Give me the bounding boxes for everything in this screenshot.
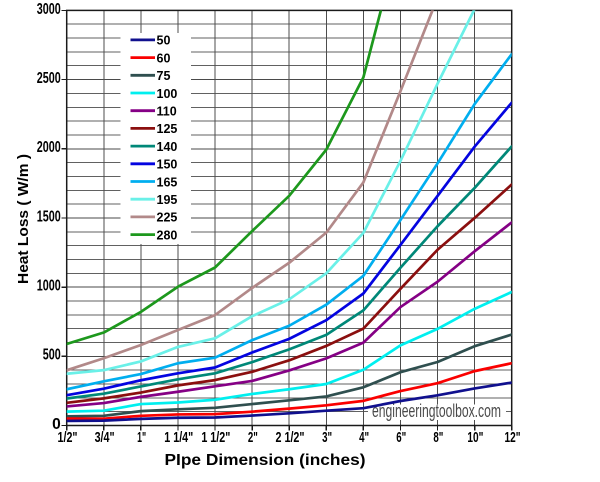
- svg-text:2": 2": [248, 430, 258, 446]
- svg-text:1000: 1000: [37, 278, 61, 295]
- svg-text:60: 60: [157, 51, 171, 65]
- svg-text:1 1/4": 1 1/4": [164, 430, 193, 446]
- svg-text:4": 4": [359, 430, 369, 446]
- svg-text:280: 280: [157, 228, 178, 242]
- svg-text:2 1/2": 2 1/2": [276, 430, 305, 446]
- svg-text:PIpe Dimension (inches): PIpe Dimension (inches): [165, 452, 366, 469]
- svg-text:6": 6": [396, 430, 406, 446]
- svg-text:140: 140: [157, 140, 178, 154]
- svg-text:195: 195: [157, 193, 178, 207]
- svg-text:500: 500: [43, 347, 61, 364]
- svg-text:125: 125: [157, 122, 178, 136]
- svg-text:3": 3": [322, 430, 332, 446]
- svg-text:75: 75: [157, 69, 171, 83]
- svg-text:1": 1": [137, 430, 146, 446]
- svg-text:2000: 2000: [37, 139, 61, 156]
- svg-text:8": 8": [433, 430, 443, 446]
- svg-text:50: 50: [157, 34, 171, 48]
- svg-text:225: 225: [157, 211, 178, 225]
- svg-text:1/2": 1/2": [58, 430, 78, 446]
- svg-text:10": 10": [467, 430, 483, 446]
- svg-text:Heat Loss ( W/m ): Heat Loss ( W/m ): [15, 154, 32, 284]
- svg-text:110: 110: [157, 105, 177, 119]
- svg-text:12": 12": [505, 430, 521, 446]
- svg-text:100: 100: [157, 87, 178, 101]
- svg-text:1500: 1500: [37, 208, 61, 225]
- svg-text:150: 150: [157, 158, 178, 172]
- svg-text:0: 0: [52, 416, 61, 433]
- svg-text:3/4": 3/4": [95, 430, 115, 446]
- svg-text:engineeringtoolbox.com: engineeringtoolbox.com: [372, 401, 501, 421]
- svg-text:1 1/2": 1 1/2": [201, 430, 230, 446]
- svg-text:2500: 2500: [37, 70, 61, 87]
- svg-text:3000: 3000: [37, 1, 61, 18]
- svg-text:165: 165: [157, 175, 178, 189]
